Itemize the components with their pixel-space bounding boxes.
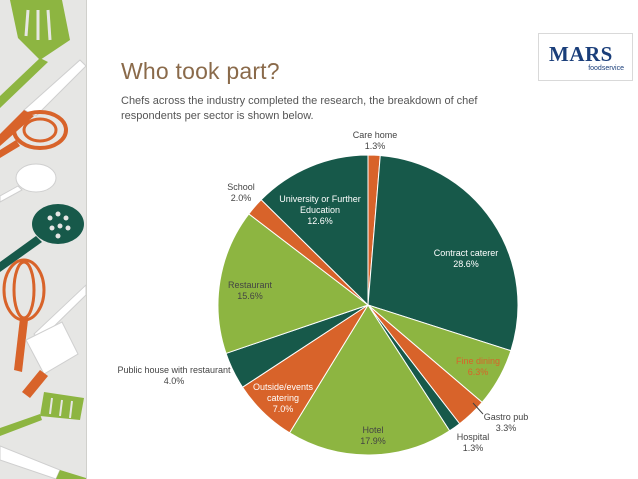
slotted-spoon-icon (0, 204, 84, 272)
spatula-icon (0, 0, 70, 108)
data-label-hotel: Hotel 17.9% (360, 425, 386, 446)
data-label-university-or-further-education: University or Further Education 12.6% (279, 194, 361, 226)
slide-subtitle: Chefs across the industry completed the … (121, 95, 478, 122)
whisk-icon-2 (2, 258, 46, 372)
data-label-outside-events-catering: Outside/events catering 7.0% (253, 382, 314, 414)
decorative-utensil-strip (0, 0, 86, 479)
pie-slice-university-or-further-education (260, 154, 369, 307)
data-label-school: School 2.0% (227, 182, 255, 203)
leader-line-gastro-pub (472, 402, 484, 415)
data-label-restaurant: Restaurant 15.6% (228, 280, 273, 301)
knife-icon (0, 59, 86, 146)
pie-slice-contract-caterer (367, 154, 519, 352)
data-label-contract-caterer: Contract caterer 28.6% (434, 248, 499, 269)
whisk-icon (0, 110, 68, 158)
mars-foodservice-logo: MARS foodservice (538, 33, 633, 81)
cleaver-icon (22, 321, 79, 398)
data-label-care-home: Care home 1.3% (353, 130, 398, 151)
spatula-icon-2 (0, 392, 84, 436)
pie-slice-restaurant (217, 213, 370, 355)
logo-wordmark: MARS (549, 42, 613, 66)
data-label-gastro-pub: Gastro pub 3.3% (484, 412, 529, 433)
data-label-hospital: Hospital 1.3% (457, 432, 490, 453)
strip-divider (86, 0, 87, 479)
pie-slices (217, 154, 519, 456)
knife-icon-2 (0, 445, 86, 479)
slide-title: Who took part? (121, 58, 280, 84)
pie-slice-hotel (288, 304, 451, 456)
data-label-public-house-with-restaurant: Public house with restaurant 4.0% (117, 365, 231, 386)
pie-labels: Care home 1.3% Contract caterer 28.6% Fine d… (117, 130, 528, 453)
utensil-illustration (0, 0, 86, 479)
logo-subtitle: foodservice (588, 65, 624, 72)
data-label-fine-dining: Fine dining 6.3% (456, 356, 500, 377)
spoon-icon (0, 163, 57, 203)
